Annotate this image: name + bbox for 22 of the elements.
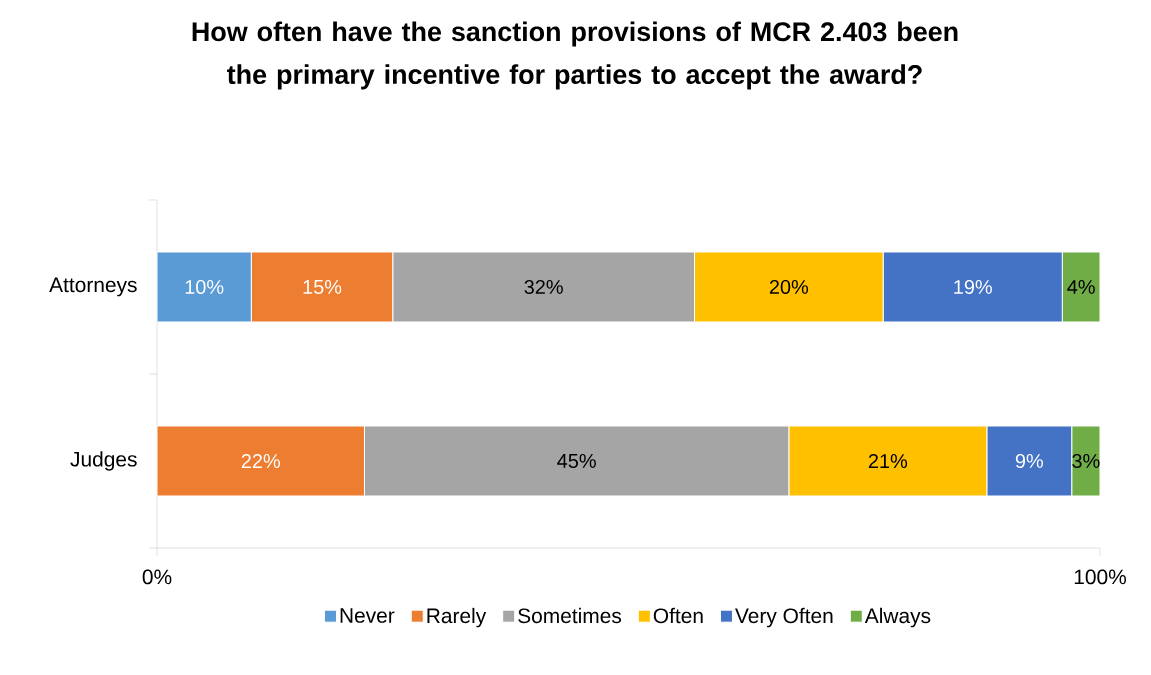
legend-label: Always: [864, 607, 931, 628]
data-label: 19%: [954, 279, 992, 295]
legend-label: Rarely: [427, 607, 487, 628]
legend-label: Sometimes: [518, 607, 622, 624]
y-tick-label: Judges: [70, 451, 137, 471]
data-label: 45%: [557, 453, 596, 468]
data-label: 10%: [185, 279, 224, 295]
x-tick-label: 0%: [142, 569, 172, 585]
data-label: 20%: [769, 279, 809, 295]
data-label: 22%: [241, 453, 280, 468]
legend-label: Never: [340, 608, 395, 623]
legend-label: Very Often: [735, 607, 833, 628]
data-label: 3%: [1072, 453, 1100, 469]
data-label: 21%: [868, 453, 908, 468]
data-label: 9%: [1015, 453, 1043, 469]
y-tick-label: Attorneys: [49, 277, 137, 297]
chart-title: How often have the sanction provisions of MCR 2.403 been the primary incentive for parties to accept the award?: [192, 21, 958, 90]
data-label: 32%: [524, 279, 563, 295]
data-label: 15%: [303, 279, 342, 294]
legend-label: Often: [653, 607, 703, 624]
x-tick-label: 100%: [1074, 569, 1127, 585]
data-label: 4%: [1067, 280, 1095, 294]
